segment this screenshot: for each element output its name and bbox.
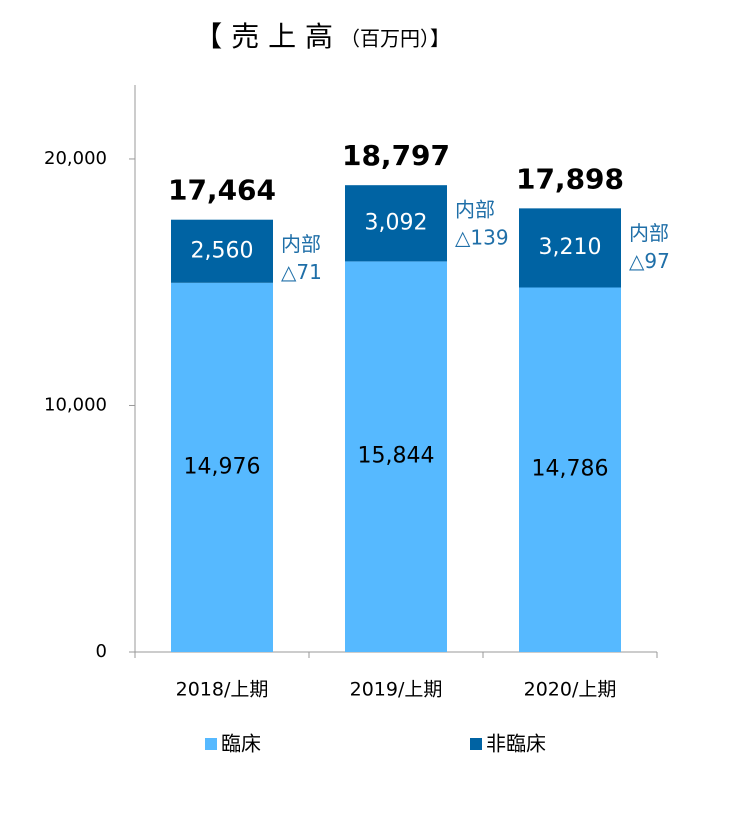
- y-tick-label: 0: [96, 641, 107, 662]
- bar-segment: [171, 282, 273, 652]
- y-tick-label: 10,000: [44, 394, 107, 415]
- y-tick-label: 20,000: [44, 148, 107, 169]
- annotation: △139: [455, 226, 509, 250]
- total-label: 17,898: [516, 162, 624, 195]
- legend-label: 非臨床: [486, 732, 546, 756]
- chart-title: 【 売 上 高: [194, 20, 333, 53]
- legend-label: 臨床: [221, 732, 261, 756]
- annotation: △71: [281, 260, 322, 284]
- annotation: △97: [629, 249, 670, 273]
- legend-swatch: [470, 738, 482, 750]
- value-label: 3,210: [539, 235, 602, 260]
- total-label: 17,464: [168, 174, 276, 207]
- chart-subtitle: （百万円）】: [340, 27, 450, 51]
- bar-segment: [345, 185, 447, 262]
- value-label: 2,560: [191, 238, 254, 263]
- x-tick-label: 2020/上期: [524, 679, 617, 701]
- annotation: 内部: [281, 232, 321, 256]
- value-label: 14,786: [532, 457, 609, 482]
- total-label: 18,797: [342, 139, 450, 172]
- annotation: 内部: [629, 221, 669, 245]
- bar-segment: [345, 261, 447, 652]
- value-label: 15,844: [358, 444, 435, 469]
- bar-segment: [519, 208, 621, 288]
- value-label: 14,976: [184, 454, 261, 479]
- annotation: 内部: [455, 198, 495, 222]
- value-label: 3,092: [365, 210, 428, 235]
- bar-segment: [171, 219, 273, 283]
- bar-segment: [519, 287, 621, 652]
- legend-swatch: [205, 738, 217, 750]
- x-tick-label: 2019/上期: [350, 679, 443, 701]
- x-tick-label: 2018/上期: [176, 679, 269, 701]
